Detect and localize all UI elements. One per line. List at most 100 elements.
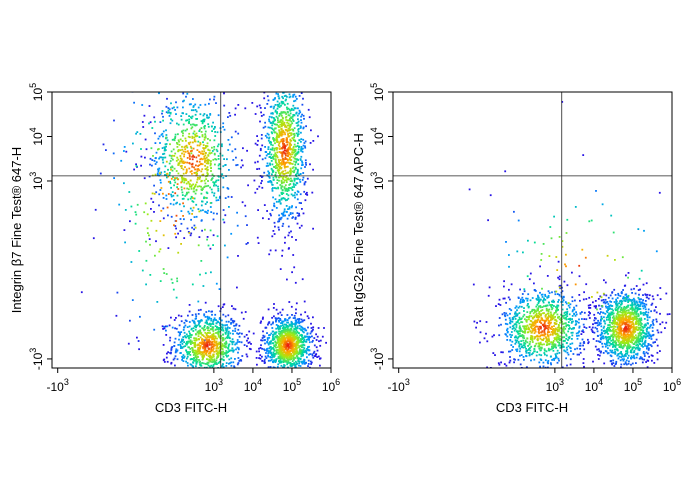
event-dot <box>188 119 190 121</box>
event-dot <box>284 186 286 188</box>
event-dot <box>192 184 194 186</box>
event-dot <box>583 299 585 301</box>
event-dot <box>308 363 310 365</box>
event-dot <box>273 203 275 205</box>
event-dot <box>258 351 260 353</box>
event-dot <box>600 351 602 353</box>
event-dot <box>282 97 284 99</box>
event-dot <box>195 373 197 375</box>
event-dot <box>148 123 150 125</box>
event-dot <box>290 168 292 170</box>
event-dot <box>282 73 284 75</box>
event-dot <box>284 208 286 210</box>
event-dot <box>135 211 137 213</box>
event-dot <box>644 306 646 308</box>
event-dot <box>199 274 201 276</box>
event-dot <box>303 374 305 376</box>
event-dot <box>256 364 258 366</box>
event-dot <box>636 357 638 359</box>
event-dot <box>288 49 290 51</box>
event-dot <box>275 188 277 190</box>
event-dot <box>532 297 534 299</box>
event-dot <box>592 377 594 379</box>
event-dot <box>181 153 183 155</box>
event-dot <box>507 314 509 316</box>
event-dot <box>648 343 650 345</box>
event-dot <box>293 369 295 371</box>
event-dot <box>290 140 292 142</box>
event-dot <box>559 352 561 354</box>
event-dot <box>203 150 205 152</box>
event-dot <box>199 185 201 187</box>
event-dot <box>179 344 181 346</box>
event-dot <box>162 208 164 210</box>
event-dot <box>287 314 289 316</box>
event-dot <box>241 355 243 357</box>
event-dot <box>200 104 202 106</box>
event-dot <box>217 321 219 323</box>
event-dot <box>229 372 231 374</box>
event-dot <box>566 303 568 305</box>
event-dot <box>275 321 277 323</box>
x-axis-label-left: CD3 FITC-H <box>155 400 227 415</box>
event-dot <box>256 135 258 137</box>
event-dot <box>521 343 523 345</box>
event-dot <box>194 343 196 345</box>
event-dot <box>648 347 650 349</box>
event-dot <box>276 358 278 360</box>
event-dot <box>474 321 476 323</box>
event-dot <box>643 230 645 232</box>
event-dot <box>641 270 643 272</box>
event-dot <box>201 151 203 153</box>
event-dot <box>285 360 287 362</box>
event-dot <box>279 136 281 138</box>
event-dot <box>516 309 518 311</box>
event-dot <box>113 120 115 122</box>
event-dot <box>297 190 299 192</box>
event-dot <box>294 315 296 317</box>
event-dot <box>517 348 519 350</box>
event-dot <box>276 152 278 154</box>
event-dot <box>150 158 152 160</box>
event-dot <box>162 120 164 122</box>
event-dot <box>213 354 215 356</box>
event-dot <box>176 215 178 217</box>
event-dot <box>500 351 502 353</box>
event-dot <box>237 347 239 349</box>
event-dot <box>597 330 599 332</box>
event-dot <box>278 161 280 163</box>
event-dot <box>204 161 206 163</box>
event-dot <box>198 211 200 213</box>
event-dot <box>163 234 165 236</box>
event-dot <box>296 342 298 344</box>
event-dot <box>635 362 637 364</box>
event-dot <box>291 306 293 308</box>
event-dot <box>179 324 181 326</box>
event-dot <box>267 95 269 97</box>
event-dot <box>160 210 162 212</box>
event-dot <box>232 322 234 324</box>
event-dot <box>181 315 183 317</box>
event-dot <box>533 381 535 383</box>
event-dot <box>164 361 166 363</box>
event-dot <box>186 162 188 164</box>
event-dot <box>222 186 224 188</box>
event-dot <box>294 194 296 196</box>
event-dot <box>225 333 227 335</box>
event-dot <box>287 125 289 127</box>
event-dot <box>275 328 277 330</box>
event-dot <box>218 165 220 167</box>
event-dot <box>241 333 243 335</box>
event-dot <box>216 356 218 358</box>
event-dot <box>176 202 178 204</box>
event-dot <box>210 271 212 273</box>
event-dot <box>158 205 160 207</box>
event-dot <box>297 178 299 180</box>
event-dot <box>211 192 213 194</box>
event-dot <box>214 131 216 133</box>
event-dot <box>312 357 314 359</box>
event-dot <box>264 126 266 128</box>
event-dot <box>170 160 172 162</box>
event-dot <box>599 313 601 315</box>
event-dot <box>275 172 277 174</box>
